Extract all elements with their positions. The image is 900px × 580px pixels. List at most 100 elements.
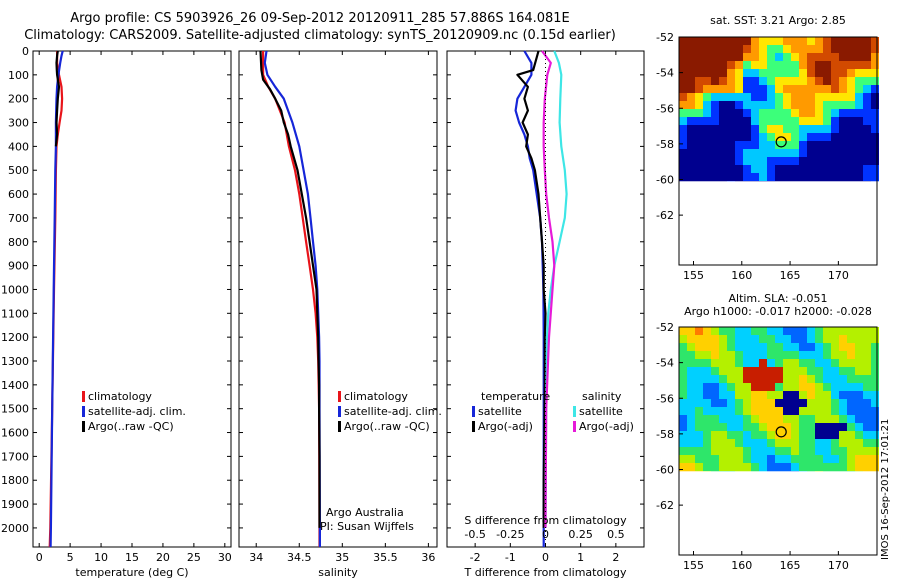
map-cell xyxy=(831,399,839,407)
x-tick-label: 34 xyxy=(249,551,263,564)
map-cell xyxy=(791,455,799,463)
map-cell xyxy=(743,359,751,367)
map-cell xyxy=(807,455,815,463)
map-cell xyxy=(815,93,823,101)
map-cell xyxy=(831,343,839,351)
map-cell xyxy=(775,77,783,85)
map-cell xyxy=(751,69,759,77)
map-cell xyxy=(751,101,759,109)
map-cell xyxy=(751,367,759,375)
map-cell xyxy=(751,399,759,407)
map-cell xyxy=(807,375,815,383)
map-cell xyxy=(735,37,743,45)
map-cell xyxy=(807,117,815,125)
map-cell xyxy=(839,327,847,335)
map-cell xyxy=(751,423,759,431)
map-cell xyxy=(767,455,775,463)
map-cell xyxy=(695,133,703,141)
map-cell xyxy=(783,45,791,53)
map-cell xyxy=(735,61,743,69)
map-cell xyxy=(871,367,879,375)
map-cell xyxy=(703,125,711,133)
map-cell xyxy=(727,85,735,93)
map-cell xyxy=(791,399,799,407)
map-cell xyxy=(815,173,823,181)
map-cell xyxy=(735,351,743,359)
map-cell xyxy=(759,117,767,125)
series-argo-raw-qc- xyxy=(259,50,321,528)
map-cell xyxy=(767,133,775,141)
map-cell xyxy=(807,343,815,351)
map-cell xyxy=(775,383,783,391)
map-cell xyxy=(767,45,775,53)
map-cell xyxy=(823,77,831,85)
map-cell xyxy=(711,101,719,109)
map-cell xyxy=(855,45,863,53)
map-cell xyxy=(735,125,743,133)
map-cell xyxy=(767,351,775,359)
map-cell xyxy=(695,101,703,109)
sst-map: -52 -54 -56 -58 -60 -62 155 160 165 170 xyxy=(656,31,879,282)
map-cell xyxy=(711,367,719,375)
map-cell xyxy=(719,431,727,439)
map-cell xyxy=(727,375,735,383)
map-cell xyxy=(743,335,751,343)
map-cell xyxy=(791,45,799,53)
map-cell xyxy=(743,61,751,69)
map-cell xyxy=(743,407,751,415)
map-cell xyxy=(823,173,831,181)
map-cell xyxy=(751,157,759,165)
map-cell xyxy=(711,351,719,359)
map-cell xyxy=(711,343,719,351)
map-cell xyxy=(695,367,703,375)
map-cell xyxy=(823,439,831,447)
lat-tick-label: -60 xyxy=(656,174,674,187)
map-cell xyxy=(711,327,719,335)
map-cell xyxy=(863,45,871,53)
map-cell xyxy=(727,45,735,53)
map-cell xyxy=(807,125,815,133)
map-cell xyxy=(735,431,743,439)
map-cell xyxy=(823,109,831,117)
map-cell xyxy=(759,77,767,85)
map-cell xyxy=(727,399,735,407)
map-cell xyxy=(775,343,783,351)
map-cell xyxy=(791,125,799,133)
map-cell xyxy=(775,85,783,93)
map-cell xyxy=(815,69,823,77)
map-cell xyxy=(783,157,791,165)
x-tick-label: 2 xyxy=(612,551,619,564)
sla-map: -52 -54 -56 -58 -60 -62 155 160 165 170 xyxy=(656,321,879,572)
map-cell xyxy=(703,383,711,391)
legend-sal-satellite-label: satellite xyxy=(579,405,623,418)
map-cell xyxy=(815,383,823,391)
map-cell xyxy=(687,359,695,367)
map-cell xyxy=(855,133,863,141)
map-cell xyxy=(815,85,823,93)
map-cell xyxy=(775,125,783,133)
map-cell xyxy=(863,407,871,415)
map-cell xyxy=(711,447,719,455)
map-cell xyxy=(855,125,863,133)
map-cell xyxy=(727,125,735,133)
map-cell xyxy=(703,53,711,61)
map-cell xyxy=(831,367,839,375)
legend-t-argo-label: Argo(-adj) xyxy=(478,420,533,433)
map-cell xyxy=(703,69,711,77)
map-cell xyxy=(831,53,839,61)
map-cell xyxy=(871,359,879,367)
map-cell xyxy=(847,157,855,165)
map-cell xyxy=(687,351,695,359)
map-cell xyxy=(687,53,695,61)
lon-tick-label: 155 xyxy=(683,559,704,572)
map-cell xyxy=(855,117,863,125)
map-cell xyxy=(871,53,879,61)
map-cell xyxy=(703,173,711,181)
map-cell xyxy=(783,165,791,173)
map-cell xyxy=(775,327,783,335)
map-cell xyxy=(687,125,695,133)
map-cell xyxy=(847,101,855,109)
map-cell xyxy=(767,165,775,173)
map-cell xyxy=(735,383,743,391)
map-cell xyxy=(831,335,839,343)
